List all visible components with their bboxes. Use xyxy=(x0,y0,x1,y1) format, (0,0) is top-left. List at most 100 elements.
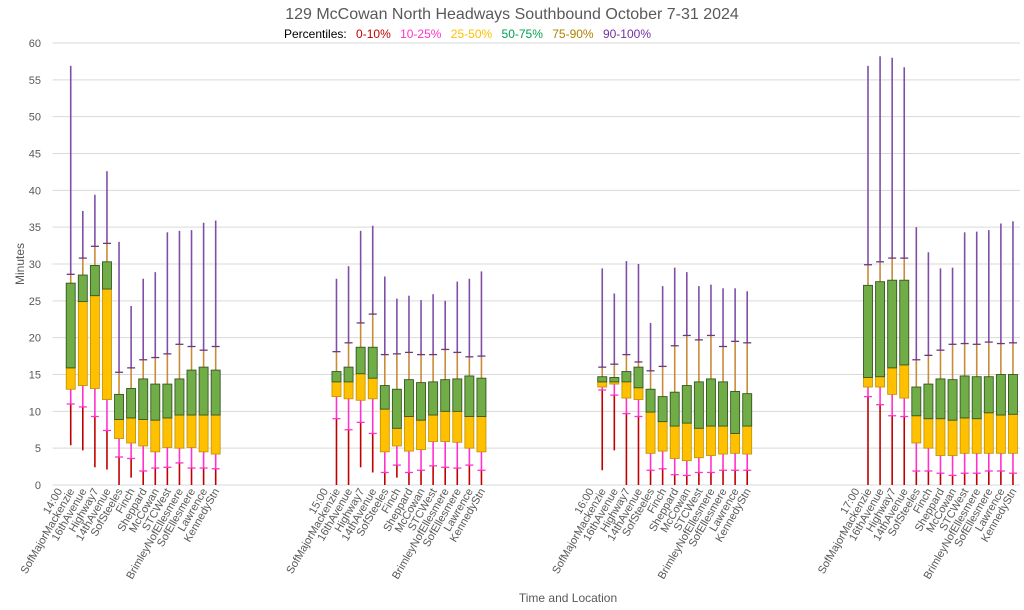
box-25-50 xyxy=(887,367,898,395)
box-25-50 xyxy=(633,387,644,400)
box-25-50 xyxy=(138,419,149,447)
box-25-50 xyxy=(77,301,88,386)
box-Highway7 xyxy=(887,57,898,485)
box-KennedyStn xyxy=(476,271,487,485)
box-14thAvenue xyxy=(633,264,644,485)
box-50-75 xyxy=(597,376,608,383)
box-25-50 xyxy=(464,416,475,449)
box-50-75 xyxy=(428,381,439,416)
box-50-75 xyxy=(983,376,994,414)
box-25-50 xyxy=(174,414,185,449)
box-50-75 xyxy=(440,379,451,412)
box-14thAvenue xyxy=(102,171,112,470)
box-50-75 xyxy=(102,261,112,290)
box-50-75 xyxy=(186,369,197,416)
box-25-50 xyxy=(367,377,378,400)
box-50-75 xyxy=(162,383,173,419)
box-McCowan xyxy=(150,272,161,485)
box-50-75 xyxy=(971,376,982,420)
box-Sheppard xyxy=(404,295,414,485)
box-SofSteeles xyxy=(379,276,390,485)
box-25-50 xyxy=(102,288,112,400)
legend-item-25-50: 25-50% xyxy=(450,27,493,41)
box-25-50 xyxy=(959,417,970,454)
box-KennedyStn xyxy=(1008,221,1018,485)
box-25-50 xyxy=(428,414,439,442)
box-50-75 xyxy=(174,378,185,416)
y-tick-label: 40 xyxy=(29,185,41,197)
box-25-50 xyxy=(681,422,692,462)
box-25-50 xyxy=(150,419,161,453)
box-16thAvenue xyxy=(343,266,354,485)
box-25-50 xyxy=(645,411,656,454)
box-25-50 xyxy=(440,410,451,442)
box-50-75 xyxy=(77,274,88,303)
box-STCWest xyxy=(162,232,173,485)
chart-title: 129 McCowan North Headways Southbound Oc… xyxy=(285,6,739,23)
x-axis-title: Time and Location xyxy=(519,591,617,605)
box-50-75 xyxy=(959,375,970,419)
box-50-75 xyxy=(355,346,366,375)
box-25-50 xyxy=(379,408,390,453)
box-KennedyStn xyxy=(210,220,221,485)
box-25-50 xyxy=(452,410,463,443)
box-25-50 xyxy=(742,425,753,455)
box-25-50 xyxy=(669,425,680,459)
box-STCWest xyxy=(693,286,704,485)
box-25-50 xyxy=(983,412,994,454)
box-Highway7 xyxy=(89,194,100,468)
box-SofMajorMackenzie xyxy=(863,65,873,485)
box-50-75 xyxy=(923,383,934,420)
y-tick-label: 5 xyxy=(35,443,41,455)
box-50-75 xyxy=(706,378,716,427)
box-25-50 xyxy=(476,416,487,453)
box-50-75 xyxy=(126,388,137,419)
box-SofMajorMackenzie xyxy=(331,278,342,485)
box-25-50 xyxy=(911,415,922,444)
y-tick-label: 35 xyxy=(29,222,41,234)
box-50-75 xyxy=(875,281,886,378)
box-25-50 xyxy=(863,377,873,388)
box-50-75 xyxy=(210,369,221,416)
box-16thAvenue xyxy=(609,293,620,451)
box-SofEllesmere xyxy=(186,230,197,485)
box-25-50 xyxy=(947,419,958,456)
box-SofEllesmere xyxy=(452,281,463,485)
box-50-75 xyxy=(367,346,378,379)
box-BrimleyNofEllesmere xyxy=(440,300,451,485)
box-SofSteeles xyxy=(911,227,922,485)
box-50-75 xyxy=(645,388,656,413)
y-tick-label: 55 xyxy=(29,75,41,87)
box-25-50 xyxy=(730,433,741,454)
box-SofMajorMackenzie xyxy=(597,268,608,471)
box-Highway7 xyxy=(621,261,632,485)
legend-item-75-90: 75-90% xyxy=(552,27,594,41)
box-Lawrence xyxy=(730,288,741,485)
box-50-75 xyxy=(452,378,463,412)
box-16thAvenue xyxy=(77,210,88,451)
box-Sheppard xyxy=(669,267,680,485)
box-BrimleyNofEllesmere xyxy=(174,230,185,485)
box-KennedyStn xyxy=(742,291,753,485)
chart-legend: Percentiles: 0-10% 10-25% 25-50% 50-75% … xyxy=(284,27,657,41)
box-25-50 xyxy=(355,373,366,401)
box-50-75 xyxy=(150,383,161,421)
box-50-75 xyxy=(899,279,910,366)
box-50-75 xyxy=(343,366,354,383)
box-50-75 xyxy=(464,375,475,417)
box-50-75 xyxy=(1008,374,1018,415)
box-25-50 xyxy=(114,419,124,439)
y-tick-label: 50 xyxy=(29,112,41,124)
box-50-75 xyxy=(911,386,922,417)
box-25-50 xyxy=(693,427,704,459)
box-25-50 xyxy=(331,381,342,398)
box-25-50 xyxy=(935,418,946,456)
box-Finch xyxy=(126,305,137,478)
box-SofMajorMackenzie xyxy=(65,65,76,446)
box-14thAvenue xyxy=(367,225,378,473)
box-50-75 xyxy=(379,385,390,410)
box-25-50 xyxy=(210,414,221,455)
box-25-50 xyxy=(89,295,100,389)
box-25-50 xyxy=(416,419,426,451)
